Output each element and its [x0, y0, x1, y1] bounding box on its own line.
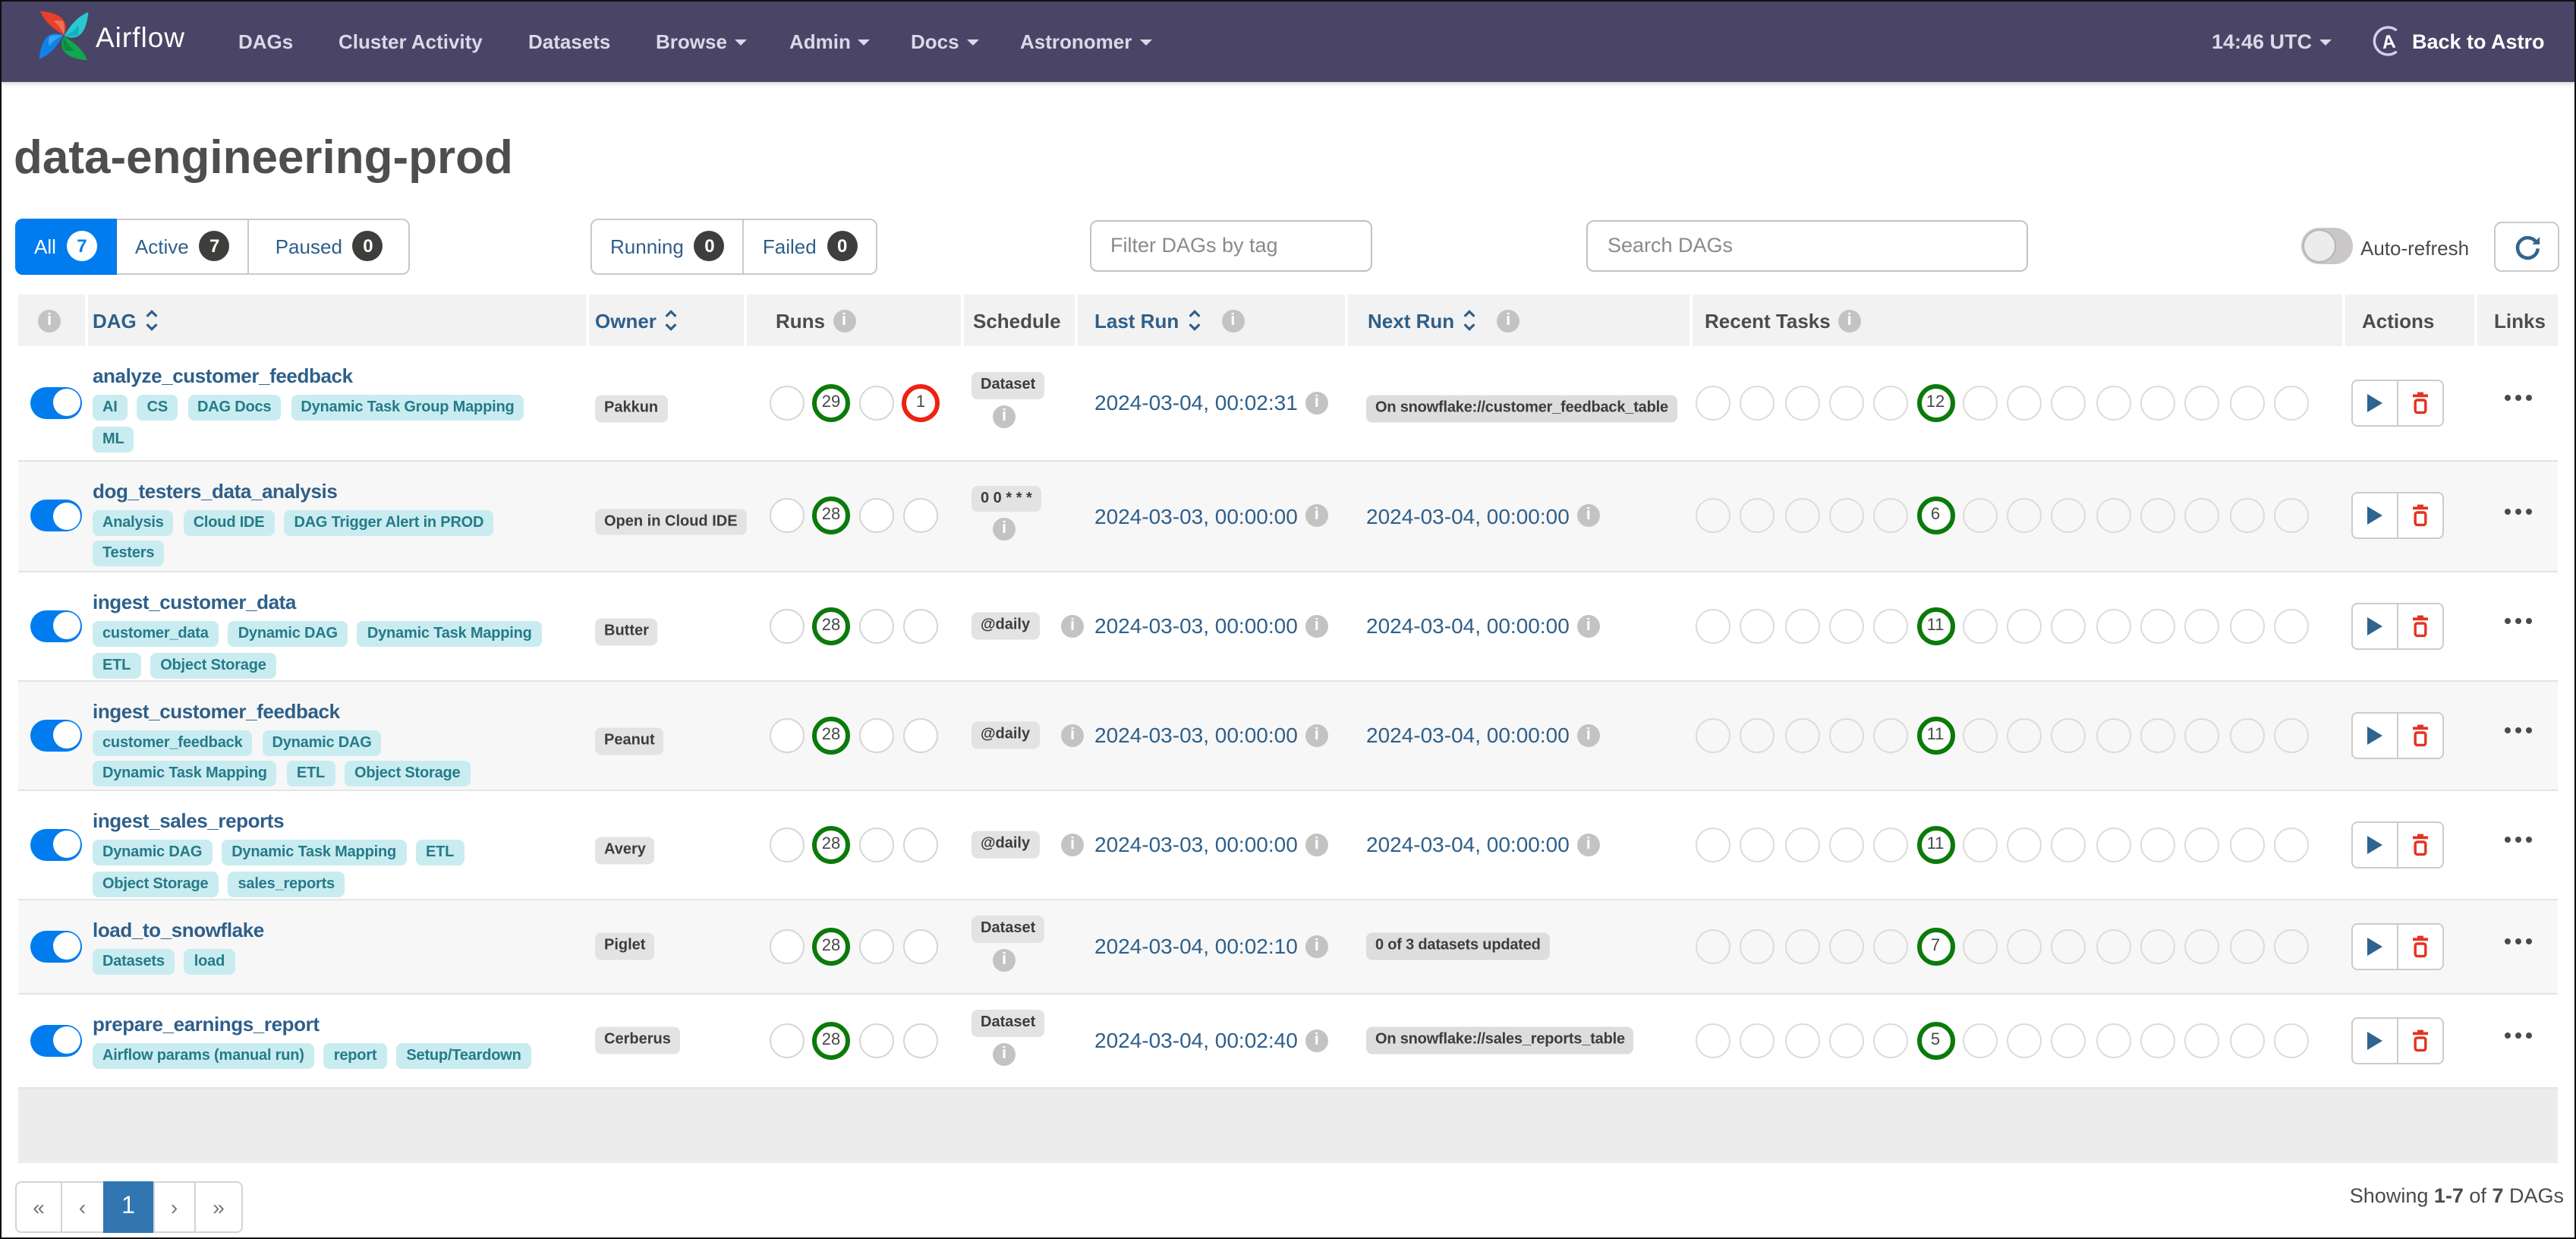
svg-text:A: A	[2381, 32, 2397, 54]
